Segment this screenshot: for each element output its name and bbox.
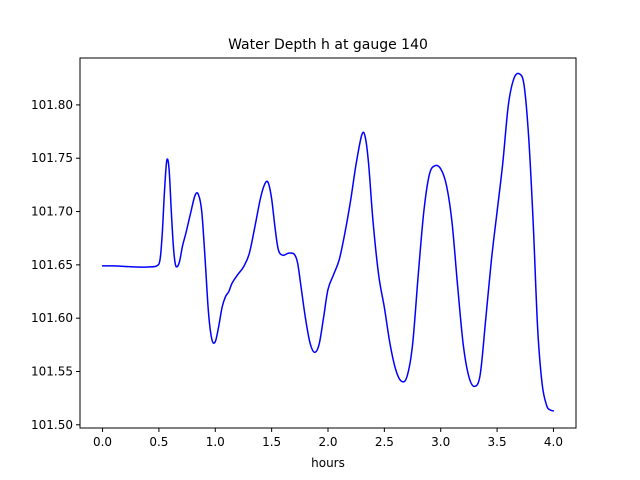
x-axis-label: hours <box>311 456 345 470</box>
x-tick-label: 0.5 <box>149 435 168 449</box>
x-tick-label: 0.0 <box>93 435 112 449</box>
x-tick-label: 1.0 <box>206 435 225 449</box>
y-tick-label: 101.60 <box>31 311 73 325</box>
y-tick-label: 101.50 <box>31 418 73 432</box>
y-tick-label: 101.80 <box>31 98 73 112</box>
x-tick-label: 3.5 <box>488 435 507 449</box>
x-tick-label: 3.0 <box>431 435 450 449</box>
x-tick-label: 1.5 <box>262 435 281 449</box>
water-depth-line <box>101 72 555 412</box>
y-axis-ticks: 101.50 101.55 101.60 101.65 101.70 101.75 101.… <box>31 98 80 432</box>
chart-title: Water Depth h at gauge 140 <box>228 37 428 53</box>
x-axis-ticks: 0.0 0.5 1.0 1.5 2.0 2.5 3.0 3.5 4.0 <box>93 428 563 449</box>
y-tick-label: 101.75 <box>31 151 73 165</box>
y-tick-label: 101.65 <box>31 258 73 272</box>
y-tick-label: 101.55 <box>31 364 73 378</box>
x-tick-label: 4.0 <box>544 435 563 449</box>
x-tick-label: 2.5 <box>375 435 394 449</box>
y-tick-label: 101.70 <box>31 205 73 219</box>
x-tick-label: 2.0 <box>318 435 337 449</box>
